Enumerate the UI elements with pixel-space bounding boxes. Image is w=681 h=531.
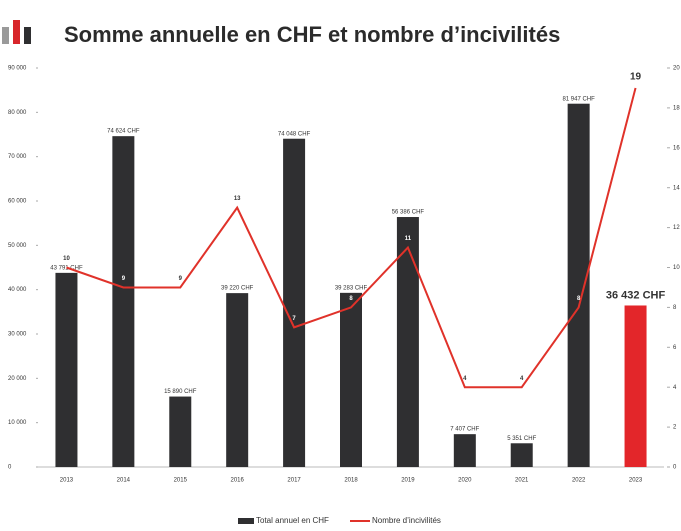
bar-label: 39 220 CHF — [221, 286, 254, 292]
bar-label: 39 283 CHF — [335, 285, 368, 291]
x-tick-label: 2021 — [515, 478, 529, 484]
line-label: 7 — [292, 316, 296, 322]
bar — [624, 305, 647, 467]
bar — [510, 443, 533, 467]
x-tick-label: 2019 — [401, 478, 415, 484]
bar — [453, 434, 476, 467]
y-tick-label: 10 000 — [8, 420, 27, 426]
bar — [340, 292, 362, 467]
bar-label: 15 890 CHF — [164, 389, 197, 395]
bar — [396, 217, 419, 467]
x-tick-label: 2023 — [629, 478, 643, 484]
bar-label: 81 947 CHF — [562, 96, 595, 102]
bar — [55, 272, 78, 467]
x-tick-label: 2014 — [117, 478, 131, 484]
bar-label: 7 407 CHF — [450, 427, 479, 433]
chart-title: Somme annuelle en CHF et nombre d’incivi… — [64, 22, 560, 47]
line-label: 9 — [122, 276, 126, 282]
x-tick-label: 2018 — [344, 478, 358, 484]
x-tick-label: 2013 — [60, 478, 74, 484]
y-tick-label: 20 000 — [8, 376, 27, 382]
bar — [112, 136, 135, 467]
y-tick-label: 70 000 — [8, 154, 27, 160]
legend-label: Total annuel en CHF — [256, 516, 329, 525]
line-label: 13 — [234, 196, 241, 202]
y-tick-label: 90 000 — [8, 66, 27, 72]
line-label: 8 — [349, 296, 353, 302]
y2-tick-label: 2 — [673, 425, 677, 431]
logo-bar — [24, 27, 31, 44]
logo-bar — [13, 20, 20, 44]
bar-label: 36 432 CHF — [606, 289, 666, 301]
y-tick-label: 80 000 — [8, 110, 27, 116]
y2-tick-label: 10 — [673, 265, 680, 271]
legend-swatch — [238, 518, 254, 524]
bar — [283, 138, 306, 468]
y2-tick-label: 8 — [673, 305, 677, 311]
x-tick-label: 2020 — [458, 478, 472, 484]
y-tick-label: 0 — [8, 465, 12, 471]
bar-label: 74 048 CHF — [278, 131, 311, 137]
y2-tick-label: 0 — [673, 465, 677, 471]
legend-label: Nombre d’incivilités — [372, 516, 441, 525]
bar-label: 74 624 CHF — [107, 129, 140, 135]
line-label: 19 — [630, 72, 642, 83]
x-tick-label: 2022 — [572, 478, 586, 484]
bar — [567, 103, 590, 467]
line-label: 8 — [577, 296, 581, 302]
y-tick-label: 40 000 — [8, 287, 27, 293]
y2-tick-label: 16 — [673, 145, 680, 151]
x-tick-label: 2015 — [174, 478, 188, 484]
y-tick-label: 60 000 — [8, 199, 27, 205]
logo-bar — [2, 27, 9, 44]
line-label: 10 — [63, 256, 70, 262]
y2-tick-label: 20 — [673, 66, 680, 72]
x-tick-label: 2016 — [231, 478, 245, 484]
line-label: 4 — [520, 376, 524, 382]
line-label: 11 — [405, 236, 412, 242]
line-label: 4 — [463, 376, 467, 382]
y-tick-label: 30 000 — [8, 332, 27, 338]
line-label: 9 — [179, 276, 183, 282]
y2-tick-label: 4 — [673, 385, 677, 391]
bar-label: 56 386 CHF — [392, 210, 425, 216]
y2-tick-label: 14 — [673, 185, 680, 191]
y2-tick-label: 18 — [673, 105, 680, 111]
bar-label: 5 351 CHF — [507, 436, 536, 442]
y-tick-label: 50 000 — [8, 243, 27, 249]
line — [66, 87, 637, 389]
y2-tick-label: 6 — [673, 345, 677, 351]
y2-tick-label: 12 — [673, 225, 680, 231]
bar — [226, 293, 249, 467]
bar — [169, 396, 192, 467]
x-tick-label: 2017 — [287, 478, 301, 484]
